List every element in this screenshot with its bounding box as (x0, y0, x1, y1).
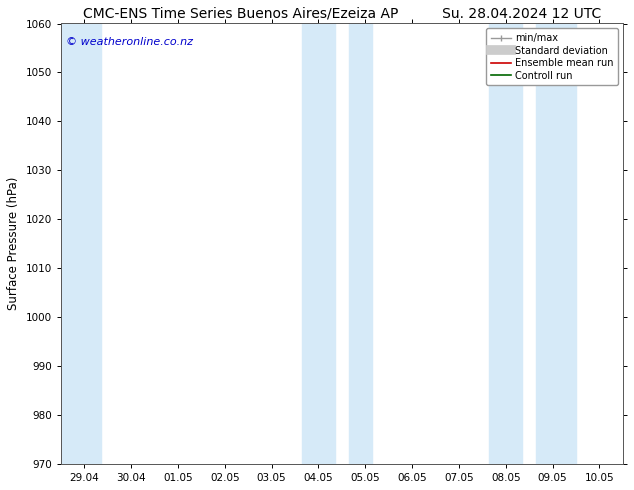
Text: © weatheronline.co.nz: © weatheronline.co.nz (67, 37, 193, 47)
Bar (536, 24, 576, 464)
Bar (302, 24, 335, 464)
Y-axis label: Surface Pressure (hPa): Surface Pressure (hPa) (7, 177, 20, 311)
Bar (61, 24, 101, 464)
Bar (489, 24, 522, 464)
Title: CMC-ENS Time Series Buenos Aires/Ezeiza AP          Su. 28.04.2024 12 UTC: CMC-ENS Time Series Buenos Aires/Ezeiza … (82, 7, 601, 21)
Bar (349, 24, 372, 464)
Legend: min/max, Standard deviation, Ensemble mean run, Controll run: min/max, Standard deviation, Ensemble me… (486, 28, 618, 85)
